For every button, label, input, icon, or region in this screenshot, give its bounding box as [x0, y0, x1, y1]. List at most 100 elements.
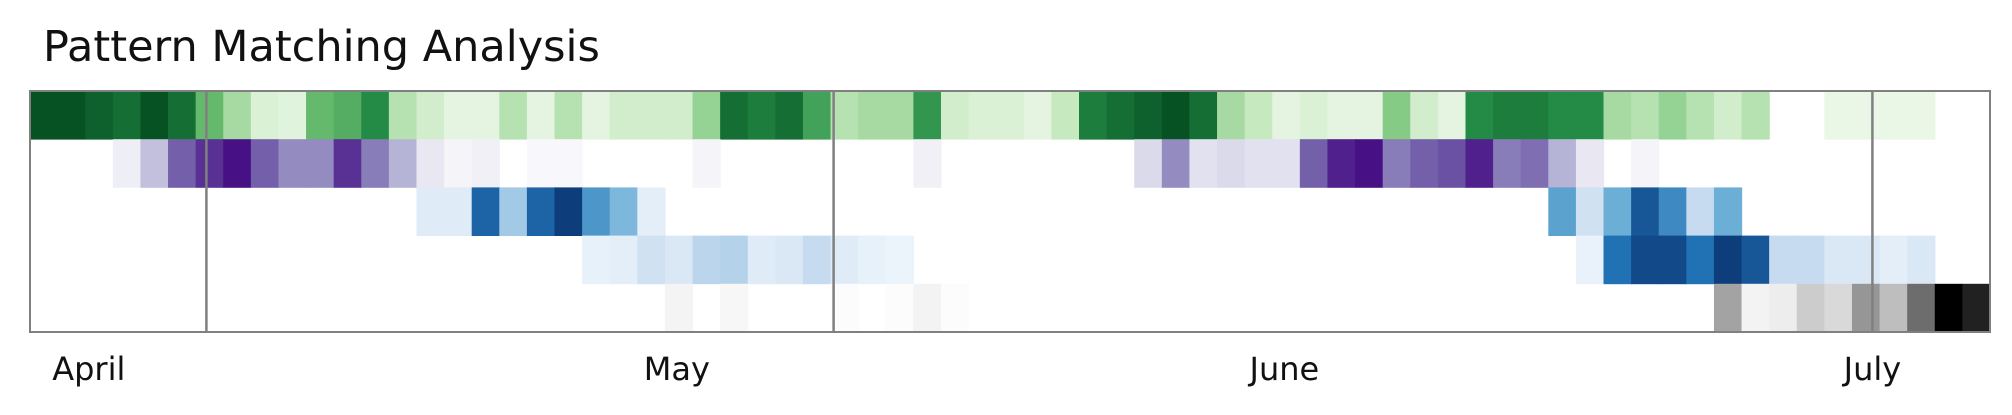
- heatmap-cell: [609, 91, 638, 140]
- heatmap-cell: [692, 139, 721, 188]
- heatmap-cell: [416, 187, 445, 236]
- heatmap-cell: [830, 283, 859, 333]
- heatmap-cell: [1548, 187, 1577, 236]
- heatmap-cell: [664, 283, 694, 333]
- heatmap-cell: [57, 91, 86, 140]
- heatmap-cell: [996, 91, 1025, 140]
- heatmap-cell: [582, 187, 611, 236]
- heatmap-cell: [1548, 91, 1577, 140]
- heatmap-cell: [306, 91, 335, 140]
- heatmap-cell: [1879, 91, 1908, 140]
- heatmap-cell: [1217, 91, 1246, 140]
- heatmap-cell: [1603, 91, 1632, 140]
- heatmap-cell: [1272, 139, 1301, 188]
- heatmap-cell: [1741, 91, 1770, 140]
- heatmap-cell: [1631, 91, 1660, 140]
- heatmap-cell: [1658, 91, 1687, 140]
- plot-frame: [29, 90, 1991, 333]
- heatmap-cell: [1299, 139, 1329, 188]
- heatmap-cell: [1741, 235, 1770, 285]
- heatmap-cell: [609, 235, 638, 285]
- heatmap-cell: [637, 235, 666, 285]
- heatmap-cell: [1437, 91, 1467, 140]
- heatmap-cell: [1907, 91, 1936, 140]
- heatmap-cell: [361, 139, 390, 188]
- heatmap-cell: [1824, 283, 1853, 333]
- heatmap-cell: [1023, 91, 1053, 140]
- heatmap-cell: [1520, 139, 1549, 188]
- heatmap-cell: [1824, 91, 1853, 140]
- heatmap-cell: [1907, 283, 1936, 333]
- heatmap-cell: [1465, 91, 1494, 140]
- heatmap-cell: [664, 91, 694, 140]
- heatmap-cell: [1934, 283, 1963, 333]
- heatmap-cell: [278, 139, 307, 188]
- heatmap-cell: [1548, 139, 1577, 188]
- heatmap-cell: [1713, 91, 1743, 140]
- heatmap-cell: [1879, 283, 1908, 333]
- heatmap-cell: [1962, 283, 1991, 333]
- heatmap-cell: [1769, 283, 1798, 333]
- heatmap-cell: [1769, 235, 1798, 285]
- heatmap-cell: [1493, 139, 1522, 188]
- heatmap-cell: [720, 235, 749, 285]
- heatmap-cell: [885, 235, 914, 285]
- heatmap-cell: [913, 139, 942, 188]
- heatmap-cell: [526, 187, 556, 236]
- heatmap-cell: [416, 91, 445, 140]
- heatmap-cell: [1658, 187, 1687, 236]
- heatmap-cell: [1382, 139, 1411, 188]
- heatmap-cell: [471, 187, 500, 236]
- heatmap-cell: [940, 91, 970, 140]
- heatmap-cell: [471, 91, 500, 140]
- month-label: July: [1842, 350, 1902, 388]
- heatmap-cell: [830, 235, 859, 285]
- heatmap-cell: [1907, 235, 1936, 285]
- heatmap-cell: [913, 283, 942, 333]
- heatmap-cell: [85, 91, 114, 140]
- heatmap-cell: [1189, 139, 1218, 188]
- heatmap-cell: [1382, 91, 1411, 140]
- heatmap-cell: [444, 187, 473, 236]
- month-label: April: [52, 350, 125, 388]
- heatmap-cell: [1134, 139, 1163, 188]
- heatmap-cell: [333, 139, 362, 188]
- heatmap-cell: [499, 187, 528, 236]
- heatmap-cell: [1575, 187, 1605, 236]
- heatmap-cell: [526, 139, 556, 188]
- heatmap-cell: [1410, 91, 1439, 140]
- heatmap-cell: [471, 139, 500, 188]
- heatmap-cell: [1465, 139, 1494, 188]
- heatmap-cell: [1244, 91, 1273, 140]
- month-label: May: [644, 350, 710, 388]
- heatmap-cell: [1851, 283, 1881, 333]
- heatmap-cell: [802, 91, 832, 140]
- heatmap-cell: [112, 91, 142, 140]
- month-dividers: [205, 91, 1874, 332]
- heatmap-cell: [1824, 235, 1853, 285]
- heatmap-cell: [1244, 139, 1273, 188]
- heatmap-cell: [1575, 139, 1605, 188]
- heatmap-cell: [1686, 187, 1715, 236]
- heatmap-cell: [802, 235, 832, 285]
- heatmap-cell: [1713, 283, 1743, 333]
- heatmap-cell: [1161, 139, 1191, 188]
- heatmap-cell: [361, 91, 390, 140]
- heatmap-cell: [1355, 91, 1384, 140]
- heatmap-cell: [664, 235, 694, 285]
- heatmap-cell: [885, 283, 914, 333]
- heatmap-cell: [1520, 91, 1549, 140]
- heatmap-cell: [1851, 235, 1881, 285]
- heatmap-cell: [223, 91, 252, 140]
- heatmap-cell: [499, 91, 528, 140]
- heatmap-cell: [1327, 91, 1356, 140]
- heatmap-cell: [168, 139, 197, 188]
- heatmap-cell: [1410, 139, 1439, 188]
- heatmap-cell: [720, 91, 749, 140]
- heatmap-cell: [223, 139, 252, 188]
- heatmap-cell: [609, 187, 638, 236]
- heatmap-cell: [250, 139, 280, 188]
- heatmap-cell: [1272, 91, 1301, 140]
- heatmap-cell: [1493, 91, 1522, 140]
- heatmap-cell: [278, 91, 307, 140]
